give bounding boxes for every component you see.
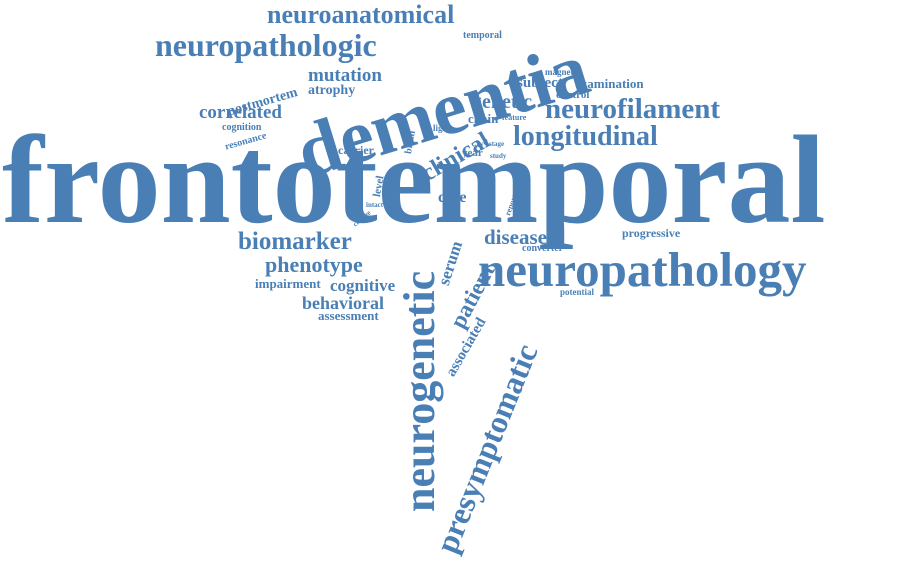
word-magnetic: magnetic <box>545 67 580 77</box>
word-light: light <box>433 123 451 133</box>
word-neuropathology: neuropathology <box>478 242 807 297</box>
word-mutation: mutation <box>308 65 382 86</box>
word-correlated: correlated <box>199 102 282 123</box>
word-converter: converter <box>522 243 564 254</box>
word-neuroanatomical: neuroanatomical <box>267 0 455 29</box>
word-intact: intact <box>366 201 384 209</box>
word-genetic: genetic <box>472 91 532 113</box>
word-year: year <box>462 147 483 159</box>
word-assessment: assessment <box>318 308 379 323</box>
word-examination: examination <box>575 76 644 91</box>
word-frontotemporal: frontotemporal <box>2 111 826 250</box>
word-neurogenetic: neurogenetic <box>395 270 444 512</box>
word-carrier: carrier <box>338 143 374 157</box>
word-disease: disease <box>484 225 547 249</box>
word-biomarker: biomarker <box>238 228 352 255</box>
word-potential: potential <box>560 287 595 297</box>
word-neuropathologic: neuropathologic <box>155 27 377 63</box>
word-temporal: temporal <box>463 30 502 41</box>
word-neurofilament: neurofilament <box>545 93 721 125</box>
word-cognitive: cognitive <box>330 276 396 295</box>
word-study: study <box>490 152 507 160</box>
word-chain: chain <box>468 111 499 126</box>
word-subject: subject <box>517 75 563 91</box>
word-cognition: cognition <box>222 122 262 133</box>
word-impairment: impairment <box>255 276 321 291</box>
word-stage: stage <box>489 140 505 148</box>
word-phenotype: phenotype <box>265 252 363 277</box>
word-longitudinal: longitudinal <box>513 121 658 152</box>
word-feature: feature <box>502 113 527 122</box>
word-control: control <box>556 89 590 101</box>
word-behavioral: behavioral <box>302 293 385 313</box>
word-case: case <box>438 189 467 206</box>
word-atrophy: atrophy <box>308 83 356 98</box>
word-progressive: progressive <box>622 226 681 240</box>
